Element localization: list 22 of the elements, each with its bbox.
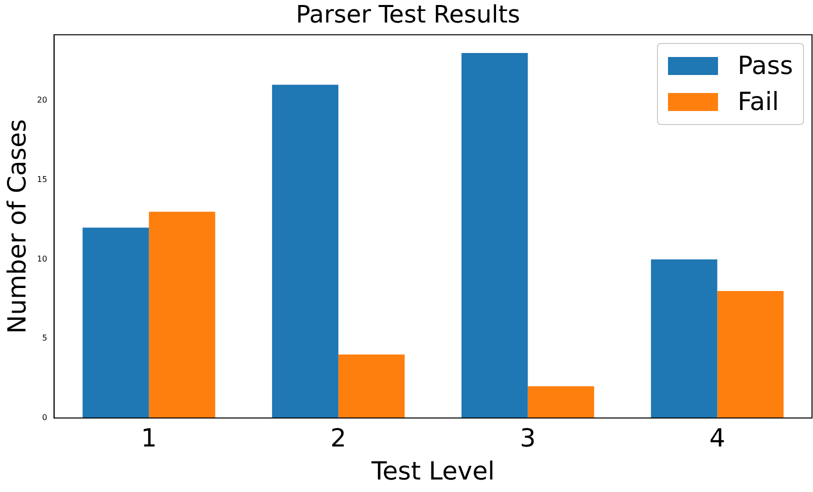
x-tick-label: 3 bbox=[520, 424, 536, 452]
legend-label: Pass bbox=[738, 50, 793, 82]
bar bbox=[717, 291, 784, 418]
x-tick-label: 2 bbox=[330, 424, 346, 452]
y-tick-label: 10 bbox=[36, 254, 48, 264]
bar bbox=[528, 386, 594, 418]
y-tick-label: 0 bbox=[42, 413, 48, 422]
bar bbox=[650, 259, 718, 418]
bar bbox=[272, 84, 338, 418]
bar bbox=[462, 53, 528, 418]
x-tick-label: 4 bbox=[709, 424, 726, 452]
y-axis-title: Number of Cases bbox=[2, 119, 32, 334]
chart-title: Parser Test Results bbox=[296, 0, 520, 29]
x-axis-title: Test Level bbox=[370, 456, 495, 486]
y-tick-label: 15 bbox=[36, 175, 48, 184]
bar bbox=[148, 212, 216, 418]
y-tick-label: 20 bbox=[36, 96, 48, 105]
x-tick-label: 1 bbox=[140, 424, 157, 452]
y-tick-label: 5 bbox=[42, 334, 48, 343]
legend-label: Fail bbox=[738, 86, 779, 118]
bar bbox=[338, 354, 405, 418]
bar bbox=[82, 228, 149, 418]
